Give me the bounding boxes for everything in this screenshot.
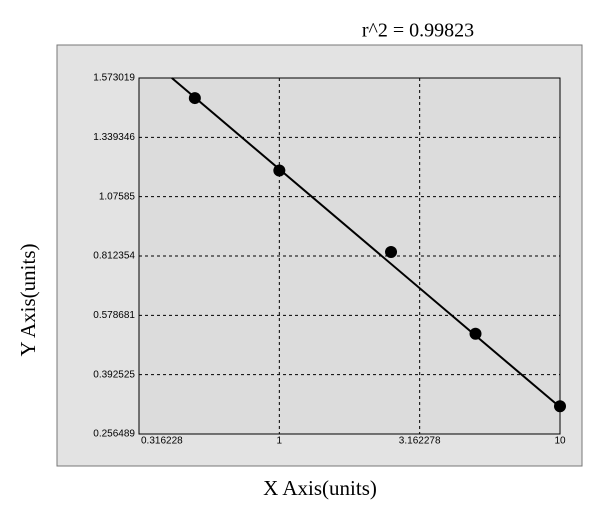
x-tick-label: 0.316228	[141, 436, 183, 447]
y-tick-label: 1.07585	[99, 191, 136, 202]
annotation: r^2 = 0.99823	[362, 20, 474, 42]
fit-line	[171, 77, 561, 408]
y-axis-label: Y Axis(units)	[16, 244, 40, 357]
data-point	[469, 327, 482, 340]
data-point	[188, 92, 201, 105]
x-tick-label: 3.162278	[399, 436, 441, 447]
data-point	[385, 246, 398, 259]
data-point	[273, 164, 286, 177]
y-tick-label: 1.339346	[93, 132, 135, 143]
y-tick-label: 0.578681	[93, 310, 135, 321]
y-tick-label: 0.256489	[93, 429, 135, 440]
y-tick-label: 0.812354	[93, 251, 135, 262]
x-tick-label: 10	[554, 436, 566, 447]
y-tick-label: 1.573019	[93, 73, 135, 84]
x-axis-label: X Axis(units)	[263, 476, 377, 500]
data-point	[554, 400, 566, 413]
x-tick-label: 1	[277, 436, 283, 447]
y-tick-label: 0.392525	[93, 369, 135, 380]
